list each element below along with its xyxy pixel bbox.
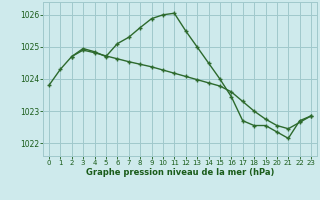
X-axis label: Graphe pression niveau de la mer (hPa): Graphe pression niveau de la mer (hPa) [86, 168, 274, 177]
